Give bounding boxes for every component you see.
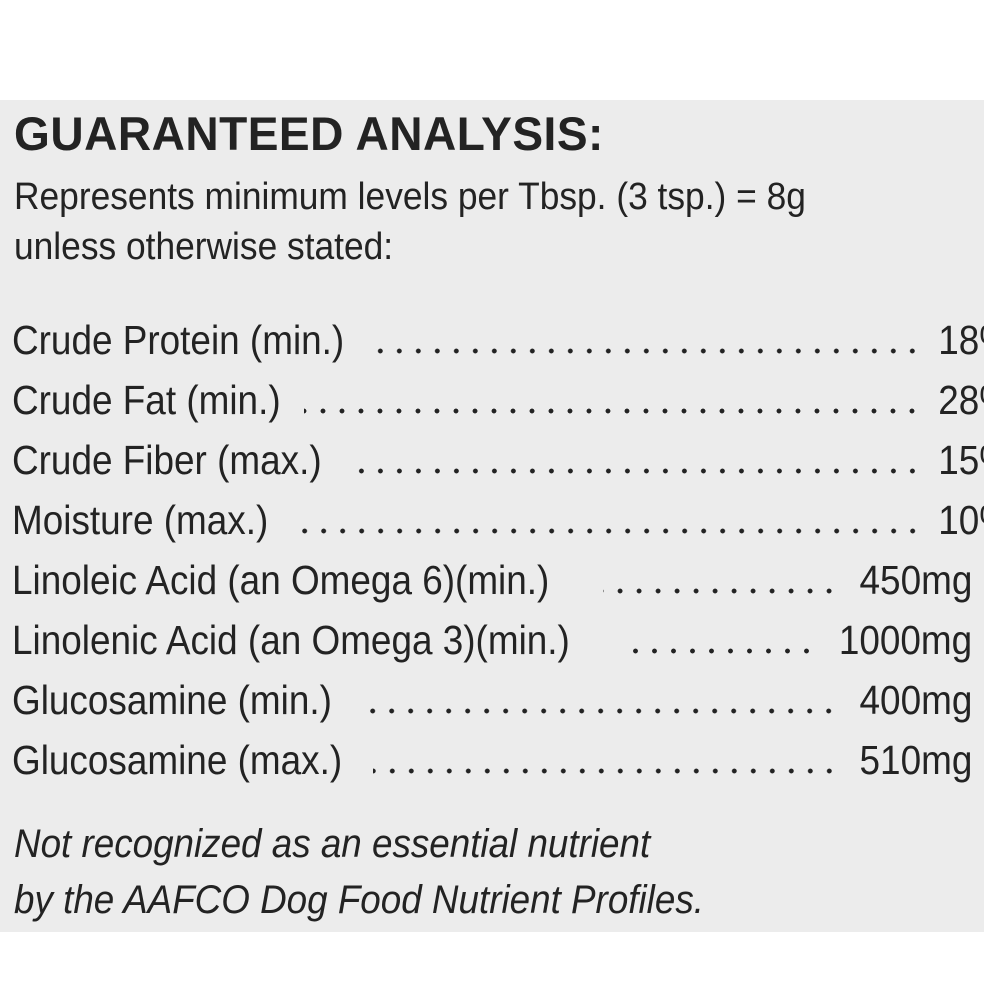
nutrient-value: 28% [938, 377, 984, 423]
footnote: by the AAFCO Dog Food Nutrient Profiles. [14, 878, 704, 922]
nutrient-value: 450mg [859, 557, 972, 603]
dot-leader [375, 347, 922, 355]
nutrient-percent: (5.0% [972, 675, 984, 725]
subtitle: Represents minimum levels per Tbsp. (3 t… [14, 176, 806, 218]
analysis-row: Linolenic Acid (an Omega 3)(min.) 1000mg(… [12, 615, 984, 665]
nutrient-value: 1000mg [838, 617, 972, 663]
nutrient-percent: (6.4% [972, 735, 984, 785]
dot-leader [625, 647, 816, 655]
nutrient-name: Crude Fat (min.) [12, 377, 281, 423]
dot-leader [290, 527, 922, 535]
nutrient-value: 510mg [859, 737, 972, 783]
subtitle: unless otherwise stated: [14, 226, 394, 268]
dot-leader [350, 467, 922, 475]
nutrient-percent: (12.5% [972, 615, 984, 665]
analysis-row: Glucosamine (min.) 400mg(5.0% [12, 675, 984, 725]
analysis-row: Linoleic Acid (an Omega 6)(min.) 450mg(5.… [12, 555, 984, 605]
nutrient-name: Linolenic Acid (an Omega 3)(min.) [12, 617, 570, 663]
title: GUARANTEED ANALYSIS: [14, 107, 604, 160]
nutrient-value: 400mg [859, 677, 972, 723]
footnote: Not recognized as an essential nutrient [14, 822, 651, 866]
nutrient-name: Crude Protein (min.) [12, 317, 345, 363]
nutrient-name: Moisture (max.) [12, 497, 269, 543]
nutrient-name: Glucosamine (min.) [12, 677, 332, 723]
analysis-row: Moisture (max.) 10% [12, 495, 984, 545]
dot-leader [361, 707, 839, 715]
dot-leader [372, 767, 839, 775]
label-panel: GUARANTEED ANALYSIS: Represents minimum … [0, 100, 984, 932]
nutrient-value: 10% [938, 497, 984, 543]
analysis-row: Crude Fat (min.) 28% [12, 375, 984, 425]
nutrient-name: Glucosamine (max.) [12, 737, 343, 783]
dot-leader [603, 587, 839, 595]
analysis-row: Glucosamine (max.) 510mg(6.4% [12, 735, 984, 785]
nutrient-name: Crude Fiber (max.) [12, 437, 322, 483]
nutrient-value: 15% [938, 437, 984, 483]
analysis-row: Crude Protein (min.) 18% [12, 315, 984, 365]
dot-leader [304, 407, 922, 415]
nutrient-value: 18% [938, 317, 984, 363]
analysis-row: Crude Fiber (max.) 15% [12, 435, 984, 485]
nutrient-percent: (5.6% [972, 555, 984, 605]
nutrient-name: Linoleic Acid (an Omega 6)(min.) [12, 557, 550, 603]
